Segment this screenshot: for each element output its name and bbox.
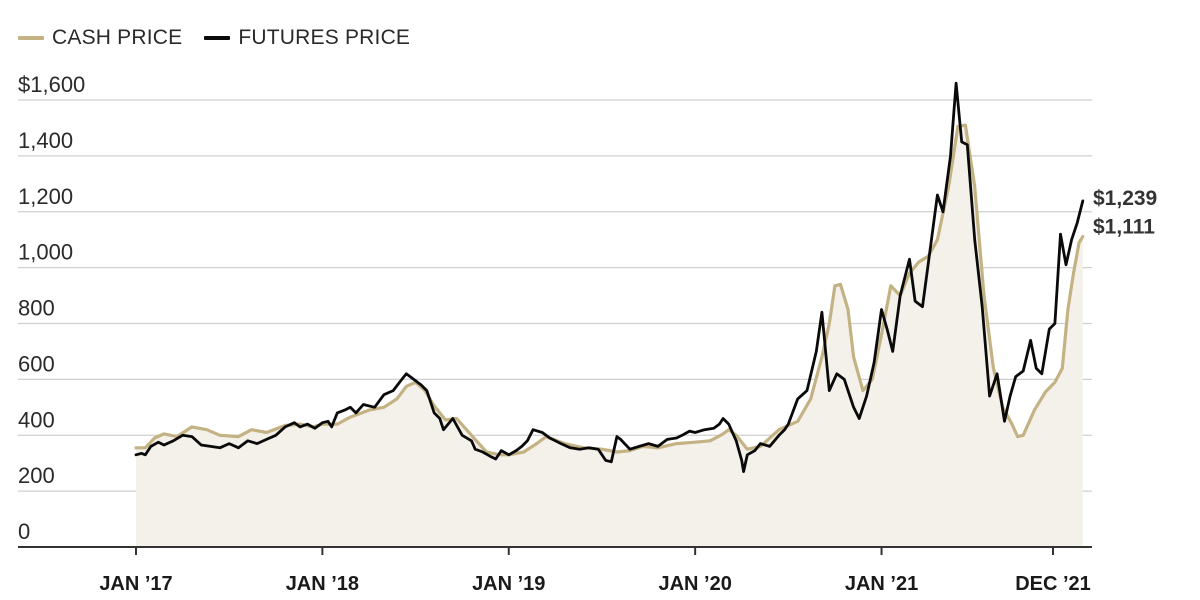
futures-end-value-label: $1,239 bbox=[1093, 187, 1157, 210]
y-tick-label: 800 bbox=[18, 296, 55, 321]
axis-layer bbox=[18, 546, 1092, 555]
y-tick-label: $1,600 bbox=[18, 72, 85, 97]
y-tick-label: 0 bbox=[18, 519, 30, 544]
x-tick-label: DEC ’21 bbox=[1015, 573, 1091, 595]
legend-swatch-cash bbox=[18, 36, 44, 40]
legend-label-cash: CASH PRICE bbox=[52, 26, 183, 49]
x-tick-label: JAN ’21 bbox=[845, 573, 918, 595]
series-layer bbox=[134, 81, 1085, 474]
y-tick-label: 400 bbox=[18, 407, 55, 432]
cash-price-area bbox=[136, 125, 1083, 547]
label-layer: 0 200 400 600 800 1,000 1,200 1,400 $1,600 JAN ’1… bbox=[18, 72, 1157, 595]
y-tick-label: 1,000 bbox=[18, 240, 73, 265]
legend-item-futures: FUTURES PRICE bbox=[204, 26, 410, 50]
chart-legend: CASH PRICE FUTURES PRICE bbox=[18, 26, 432, 50]
y-tick-label: 200 bbox=[18, 463, 55, 488]
legend-swatch-futures bbox=[204, 36, 231, 40]
legend-label-futures: FUTURES PRICE bbox=[238, 26, 411, 49]
x-tick-label: JAN ’18 bbox=[286, 573, 359, 595]
x-tick-label: JAN ’19 bbox=[472, 573, 545, 595]
x-tick-label: JAN ’17 bbox=[99, 573, 172, 595]
area-layer bbox=[136, 125, 1083, 547]
y-tick-label: 600 bbox=[18, 351, 55, 376]
x-tick-label: JAN ’20 bbox=[658, 573, 731, 595]
futures-price-line bbox=[134, 81, 1085, 474]
y-tick-label: 1,400 bbox=[18, 128, 73, 153]
cash-end-value-label: $1,111 bbox=[1093, 216, 1155, 239]
y-tick-label: 1,200 bbox=[18, 184, 73, 209]
legend-item-cash: CASH PRICE bbox=[18, 26, 182, 50]
